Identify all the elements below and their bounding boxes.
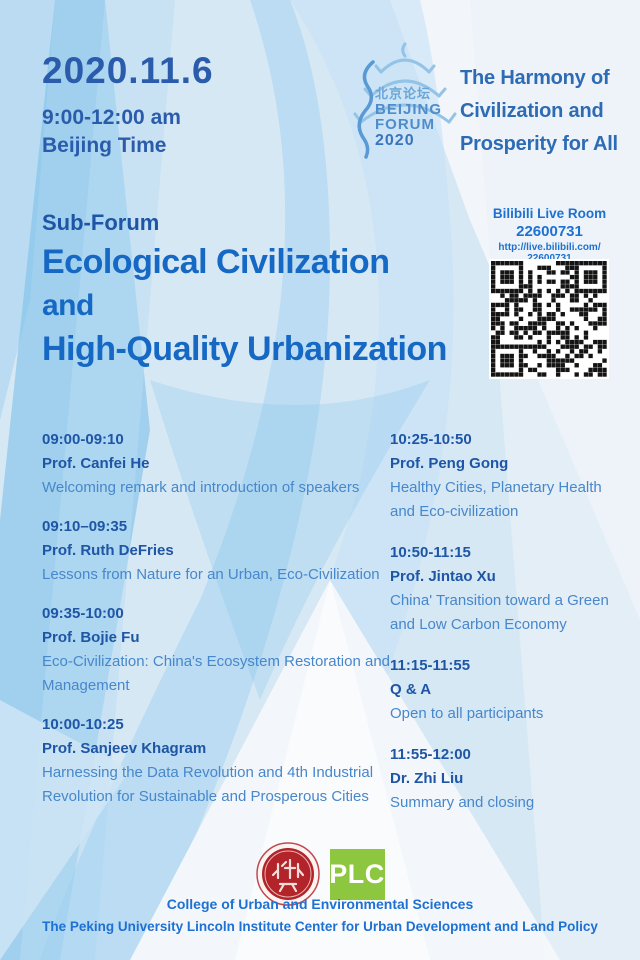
schedule-entry: 10:00-10:25 Prof. Sanjeev Khagram Harnes… [42,713,392,809]
organizer-line-2: The Peking University Lincoln Institute … [42,919,598,934]
entry-speaker: Prof. Canfei He [42,455,150,472]
logo-chinese-name: 北京论坛 [375,87,432,102]
slogan-line-2: Civilization and [460,100,604,122]
live-room-number: 22600731 [516,223,583,240]
entry-speaker: Dr. Zhi Liu [390,770,464,787]
entry-speaker: Prof. Bojie Fu [42,629,140,646]
plc-logo: PLC [329,848,385,900]
schedule-entry: 09:10–09:35 Prof. Ruth DeFries Lessons f… [42,515,392,587]
entry-speaker: Q & A [390,681,432,698]
entry-topic: Lessons from Nature for an Urban, Eco-Ci… [42,566,380,583]
schedule-column-right: 10:25-10:50 Prof. Peng Gong Healthy Citi… [390,428,630,832]
schedule-entry: 10:50-11:15 Prof. Jintao Xu China' Trans… [390,541,630,637]
schedule-entry: 11:55-12:00 Dr. Zhi Liu Summary and clos… [390,743,630,815]
event-time: 9:00-12:00 am [42,106,181,129]
schedule-entry: 10:25-10:50 Prof. Peng Gong Healthy Citi… [390,428,630,524]
live-url-link[interactable]: http://live.bilibili.com/ [498,242,601,253]
entry-time: 10:25-10:50 [390,431,472,448]
plc-label: PLC [329,858,385,889]
logo-name-line1: BEIJING [375,100,443,118]
entry-time: 10:00-10:25 [42,716,124,733]
entry-topic: Healthy Cities, Planetary Health and Eco… [390,479,602,520]
title-line-2: and [42,289,94,322]
pku-seal-logo [255,842,320,906]
entry-speaker: Prof. Jintao Xu [390,568,496,585]
qr-code [489,259,609,379]
subforum-title: Ecological Civilization and High-Quality… [42,240,447,372]
organizer-logos: PLC [0,842,640,906]
slogan-line-1: The Harmony of [460,67,610,89]
entry-speaker: Prof. Sanjeev Khagram [42,740,207,757]
schedule-column-left: 09:00-09:10 Prof. Canfei He Welcoming re… [42,428,392,824]
beijing-forum-logo: 北京论坛 BEIJING FORUM 2020 [333,40,478,170]
entry-topic: Open to all participants [390,705,544,722]
logo-year: 2020 [375,132,415,150]
entry-topic: Eco-Civilization: China's Ecosystem Rest… [42,653,391,694]
entry-topic: Summary and closing [390,794,535,811]
title-line-1: Ecological Civilization [42,243,390,281]
entry-topic: Harnessing the Data Revolution and 4th I… [42,764,374,805]
temple-of-heaven-icon [353,42,457,159]
event-datetime: 2020.11.6 9:00-12:00 am Beijing Time [42,50,214,158]
subforum-label: Sub-Forum [42,210,160,235]
entry-time: 11:15-11:55 [390,657,471,674]
event-date: 2020.11.6 [42,50,214,91]
live-stream-info: Bilibili Live Room 22600731 http://live.… [462,206,637,264]
entry-topic: China' Transition toward a Green and Low… [390,592,609,633]
entry-time: 11:55-12:00 [390,746,471,763]
schedule-entry: 09:00-09:10 Prof. Canfei He Welcoming re… [42,428,392,500]
entry-time: 09:10–09:35 [42,518,128,535]
logo-name-line2: FORUM [375,116,435,134]
title-line-3: High-Quality Urbanization [42,330,447,368]
entry-speaker: Prof. Ruth DeFries [42,542,174,559]
organizer-names: College of Urban and Environmental Scien… [0,896,640,934]
entry-topic: Welcoming remark and introduction of spe… [42,479,360,496]
schedule-entry: 11:15-11:55 Q & A Open to all participan… [390,654,630,726]
logo-wordmark: 北京论坛 BEIJING FORUM 2020 [375,88,442,150]
entry-time: 09:00-09:10 [42,431,124,448]
organizer-line-1: College of Urban and Environmental Scien… [166,896,474,912]
entry-speaker: Prof. Peng Gong [390,455,509,472]
schedule-entry: 09:35-10:00 Prof. Bojie Fu Eco-Civilizat… [42,602,392,698]
forum-slogan: The Harmony of Civilization and Prosperi… [460,62,630,161]
entry-time: 10:50-11:15 [390,544,471,561]
event-timezone: Beijing Time [42,134,167,157]
entry-time: 09:35-10:00 [42,605,124,622]
live-room-title: Bilibili Live Room [492,206,607,221]
live-url-room: 22600731 [462,253,637,264]
slogan-line-3: Prosperity for All [460,133,618,155]
